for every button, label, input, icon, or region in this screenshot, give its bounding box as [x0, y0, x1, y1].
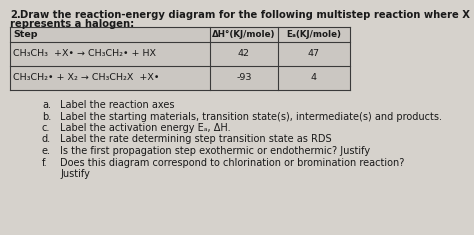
Text: Draw the reaction-energy diagram for the following multistep reaction where X: Draw the reaction-energy diagram for the… [20, 10, 470, 20]
Text: Label the starting materials, transition state(s), intermediate(s) and products.: Label the starting materials, transition… [60, 111, 442, 121]
Text: d.: d. [42, 134, 51, 145]
Text: 42: 42 [238, 50, 250, 59]
Text: Label the rate determining step transition state as RDS: Label the rate determining step transiti… [60, 134, 332, 145]
Text: e.: e. [42, 146, 51, 156]
Bar [10, 27, 350, 90]
Text: ΔH°(KJ/mole): ΔH°(KJ/mole) [212, 30, 276, 39]
Text: 2.: 2. [10, 10, 21, 20]
Text: Justify: Justify [60, 169, 90, 179]
Text: Is the first propagation step exothermic or endothermic? Justify: Is the first propagation step exothermic… [60, 146, 370, 156]
Text: 4: 4 [311, 74, 317, 82]
Text: CH₃CH₃  +X• → CH₃CH₂• + HX: CH₃CH₃ +X• → CH₃CH₂• + HX [13, 50, 156, 59]
Text: b.: b. [42, 111, 51, 121]
Text: Eₐ(KJ/mole): Eₐ(KJ/mole) [286, 30, 341, 39]
Text: represents a halogen:: represents a halogen: [10, 19, 134, 29]
Text: Does this diagram correspond to chlorination or bromination reaction?: Does this diagram correspond to chlorina… [60, 157, 404, 168]
Text: 47: 47 [308, 50, 320, 59]
Text: -93: -93 [236, 74, 252, 82]
Text: a.: a. [42, 100, 51, 110]
Text: Step: Step [13, 30, 37, 39]
Text: Label the reaction axes: Label the reaction axes [60, 100, 174, 110]
Text: CH₃CH₂• + X₂ → CH₃CH₂X  +X•: CH₃CH₂• + X₂ → CH₃CH₂X +X• [13, 74, 159, 82]
Text: f.: f. [42, 157, 47, 168]
Text: Label the activation energy Eₐ, ΔH.: Label the activation energy Eₐ, ΔH. [60, 123, 231, 133]
Text: c.: c. [42, 123, 50, 133]
